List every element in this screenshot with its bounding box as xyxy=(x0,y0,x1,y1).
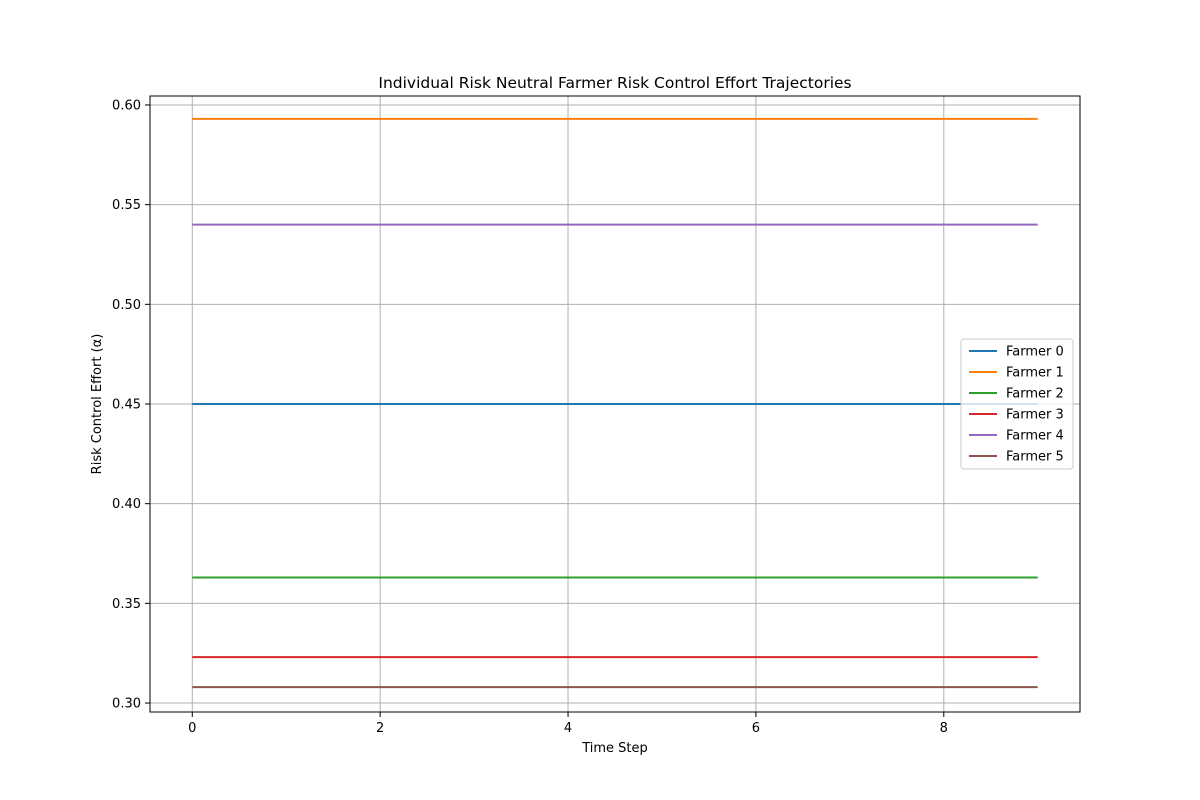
legend-label: Farmer 0 xyxy=(1006,345,1064,360)
x-axis-label: Time Step xyxy=(581,741,648,756)
y-tick-label: 0.45 xyxy=(112,398,141,413)
legend: Farmer 0 Farmer 1 Farmer 2 Farmer 3 Farmer 4… xyxy=(960,338,1074,470)
legend-label: Farmer 1 xyxy=(1006,366,1064,381)
y-axis-label: Risk Control Effort (α) xyxy=(90,334,105,475)
legend-label: Farmer 5 xyxy=(1006,450,1064,465)
plot-lines xyxy=(192,117,1038,689)
chart-title: Individual Risk Neutral Farmer Risk Cont… xyxy=(378,74,851,92)
legend-label: Farmer 2 xyxy=(1006,387,1064,402)
x-tick-label: 6 xyxy=(752,721,760,736)
legend-label: Farmer 4 xyxy=(1006,429,1064,444)
y-tick-label: 0.30 xyxy=(112,697,141,712)
x-tick-label: 0 xyxy=(188,721,196,736)
x-tick-label: 4 xyxy=(564,721,572,736)
y-tick-label: 0.60 xyxy=(112,98,141,113)
y-tick-label: 0.50 xyxy=(112,298,141,313)
x-tick-label: 8 xyxy=(940,721,948,736)
y-tick-label: 0.35 xyxy=(112,597,141,612)
legend-label: Farmer 3 xyxy=(1006,408,1064,423)
axis-ticks: 0 2 4 6 8 0.30 0.35 0.40 0.45 0.50 0.55 0.60 xyxy=(112,98,948,736)
x-tick-label: 2 xyxy=(376,721,384,736)
y-tick-label: 0.40 xyxy=(112,497,141,512)
y-tick-label: 0.55 xyxy=(112,198,141,213)
